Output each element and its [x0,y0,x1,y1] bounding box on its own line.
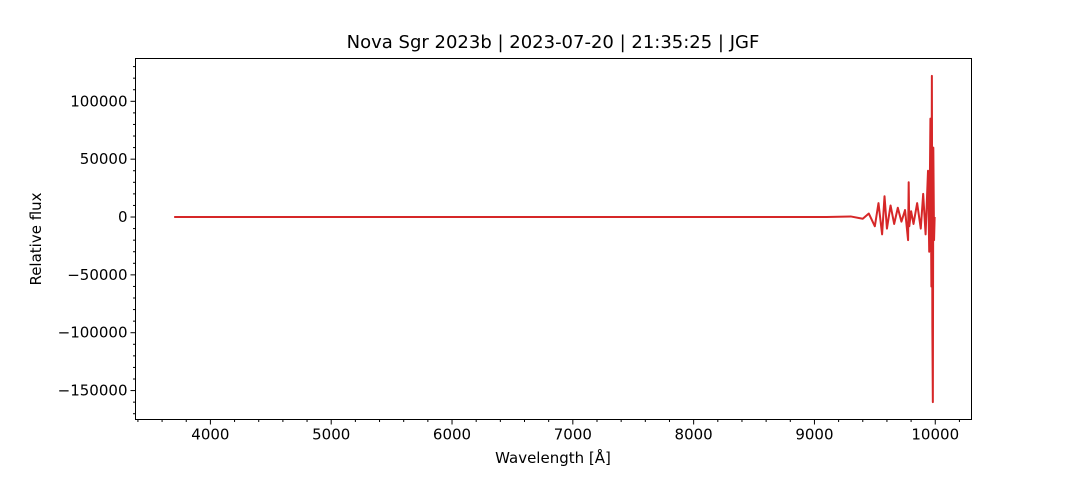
x-axis-label: Wavelength [Å] [495,448,611,467]
y-axis-label: Relative flux [27,192,45,285]
y-tick-label: 50000 [80,150,128,168]
x-tick-label: 4000 [191,426,229,444]
series-line-0 [174,74,936,404]
x-tick-label: 5000 [312,426,350,444]
x-tick-label: 6000 [433,426,471,444]
x-tick-label: 7000 [554,426,592,444]
x-tick-label: 10000 [911,426,959,444]
y-tick-label: −100000 [58,324,128,342]
axis-ticks: 4000 5000 6000 7000 8000 9000 10000 −150000 −100… [58,66,960,444]
y-tick-label: 100000 [70,92,127,110]
chart-title: Nova Sgr 2023b | 2023-07-20 | 21:35:25 |… [347,32,760,53]
x-tick-label: 9000 [795,426,833,444]
y-tick-label: 0 [118,208,128,226]
plot-frame [135,58,972,420]
y-tick-label: −50000 [67,266,127,284]
x-tick-label: 8000 [675,426,713,444]
y-tick-label: −150000 [58,382,128,400]
plot-area [174,74,936,404]
